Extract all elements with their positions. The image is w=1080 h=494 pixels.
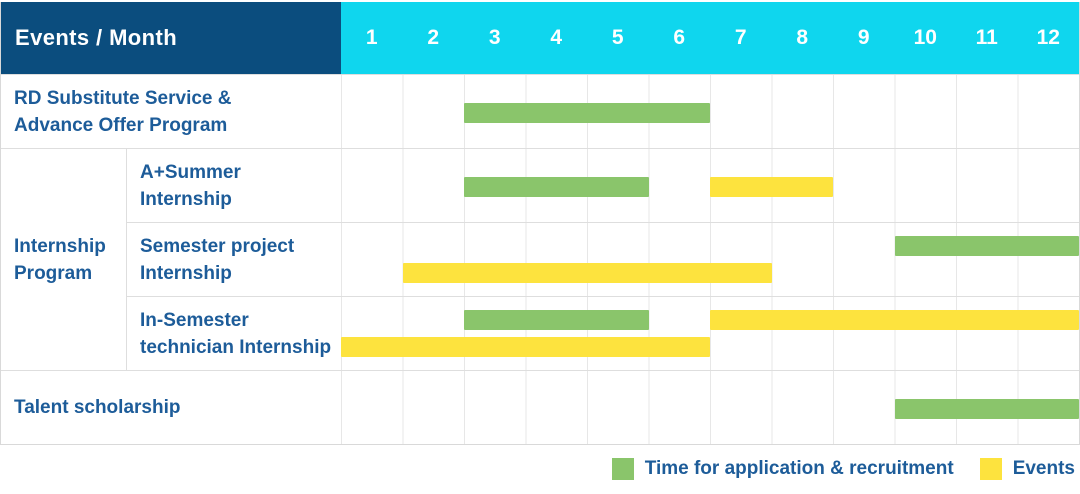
gantt-bar-recruitment [894, 235, 1079, 256]
row-label-talent-scholarship: Talent scholarship [1, 370, 341, 444]
gantt-bar-events [341, 337, 710, 358]
gantt-row-a-summer-internship [341, 148, 1079, 222]
month-header-cell: 5 [611, 26, 624, 49]
gantt-bar-recruitment [464, 309, 649, 330]
events-color-swatch [979, 458, 1002, 480]
month-header-cell: 1 [365, 26, 378, 49]
chart-legend: Time for application & recruitment Event… [0, 458, 1080, 480]
row-label-rd-substitute: RD Substitute Service & Advance Offer Pr… [1, 74, 341, 148]
row-label-line: Advance Offer Program [14, 114, 228, 136]
row-label-line: technician Internship [140, 336, 332, 358]
row-label-line: In-Semester [140, 309, 249, 331]
gantt-row-semester-project-internship [341, 222, 1079, 296]
gantt-bar-events [710, 176, 833, 197]
row-label-line: Internship [140, 188, 232, 210]
month-header-cell: 12 [1036, 26, 1060, 49]
month-header-cell: 2 [427, 26, 440, 49]
month-header-cell: 10 [913, 26, 937, 49]
row-label-line: Internship [140, 262, 232, 284]
recruitment-color-swatch [611, 458, 634, 480]
gantt-bar-events [710, 309, 1079, 330]
events-month-table: Events / Month 1 2 3 4 5 6 7 8 9 10 11 12 RD Substi… [0, 2, 1080, 445]
group-label-line: Program [14, 262, 93, 284]
gantt-bar-recruitment [894, 398, 1079, 419]
row-label-line: A+Summer [140, 161, 241, 183]
legend-label-events: Events [1012, 458, 1075, 479]
legend-label-recruitment: Time for application & recruitment [644, 458, 954, 479]
month-header-cell: 11 [975, 26, 998, 49]
legend-item-recruitment: Time for application & recruitment [611, 458, 954, 480]
row-label-a-summer-internship: A+Summer Internship [126, 148, 341, 222]
gantt-row-talent-scholarship [341, 370, 1079, 444]
month-header-row: 1 2 3 4 5 6 7 8 9 10 11 12 [341, 2, 1079, 74]
row-label-line: Talent scholarship [14, 397, 181, 418]
month-header-cell: 9 [857, 26, 870, 49]
month-header-cell: 4 [550, 26, 563, 49]
month-header-cell: 7 [734, 26, 747, 49]
row-label-line: RD Substitute Service & [14, 87, 232, 109]
table-header-title: Events / Month [1, 2, 341, 74]
group-label-internship-program: Internship Program [1, 148, 126, 370]
month-header-cell: 3 [488, 26, 501, 49]
gantt-bar-recruitment [464, 176, 649, 197]
month-header-cell: 8 [796, 26, 809, 49]
row-label-semester-project-internship: Semester project Internship [126, 222, 341, 296]
gantt-row-in-semester-technician-internship [341, 296, 1079, 370]
legend-item-events: Events [979, 458, 1075, 480]
month-header-cell: 6 [673, 26, 686, 49]
row-label-in-semester-technician-internship: In-Semester technician Internship [126, 296, 341, 370]
gantt-row-rd-substitute [341, 74, 1079, 148]
gantt-bar-events [402, 263, 772, 284]
gantt-bar-recruitment [464, 102, 710, 123]
row-label-line: Semester project [140, 235, 295, 257]
group-label-line: Internship [14, 235, 106, 257]
